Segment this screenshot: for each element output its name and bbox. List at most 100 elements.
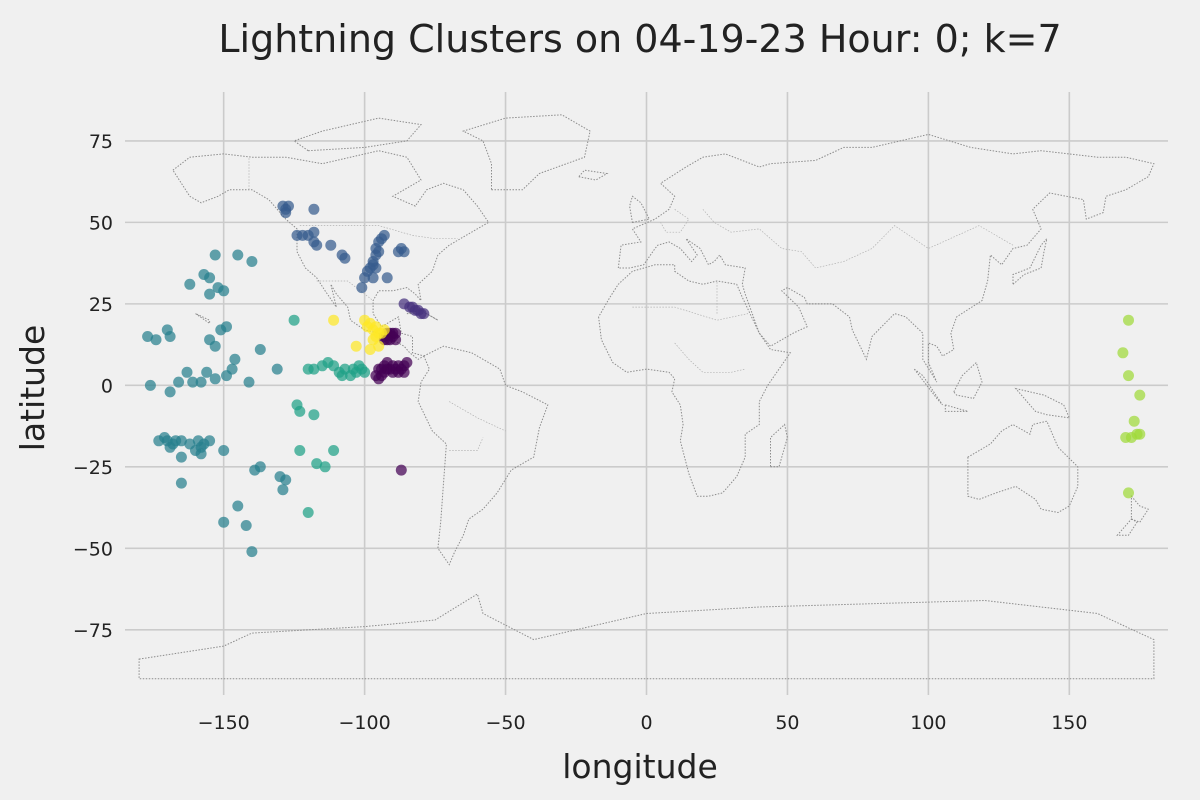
cluster-4-point	[311, 458, 323, 470]
cluster-3-point	[204, 288, 216, 300]
cluster-2-point	[339, 252, 351, 264]
cluster-0-point	[376, 370, 387, 382]
cluster-2-point	[311, 239, 323, 251]
country-border	[632, 306, 749, 321]
landmass-outline	[461, 114, 591, 191]
landmass-outline	[1130, 494, 1150, 523]
cluster-points	[142, 200, 1146, 558]
country-border	[449, 437, 484, 451]
cluster-4-point	[319, 461, 331, 473]
landmass-outline	[1014, 387, 1071, 419]
world-map-outline	[138, 114, 1155, 680]
cluster-3-point	[201, 366, 213, 378]
cluster-3-point	[209, 373, 221, 385]
cluster-3-point	[161, 324, 173, 336]
cluster-0-point	[387, 366, 399, 378]
country-border	[316, 280, 374, 301]
landmass-outline	[293, 117, 422, 152]
x-tick-label: 150	[1051, 712, 1087, 734]
landmass-outline	[617, 133, 1155, 383]
y-tick-label: 75	[89, 131, 113, 153]
cluster-7-point	[373, 340, 385, 352]
cluster-3-point	[150, 334, 162, 346]
cluster-3-point	[187, 376, 199, 388]
cluster-4-point	[308, 409, 320, 421]
cluster-6-point	[1117, 347, 1129, 359]
cluster-3-point	[226, 363, 238, 375]
cluster-3-point	[246, 256, 258, 267]
x-tick-label: 0	[640, 712, 652, 734]
cluster-7-point	[378, 324, 390, 336]
cluster-2-point	[381, 272, 393, 284]
cluster-3-point	[280, 474, 292, 486]
cluster-2-point	[367, 272, 379, 284]
country-border	[702, 209, 1014, 269]
cluster-6-point	[1123, 314, 1134, 326]
cluster-3-point	[218, 445, 230, 456]
cluster-3-point	[212, 282, 224, 294]
cluster-2-point	[370, 262, 382, 274]
cluster-2-point	[373, 246, 385, 258]
cluster-3-point	[229, 353, 241, 365]
cluster-0-point	[381, 357, 393, 368]
landmass-outline	[770, 423, 788, 468]
gridlines	[125, 92, 1168, 695]
landmass-outline	[172, 150, 490, 360]
cluster-4-point	[294, 445, 306, 456]
cluster-2-point	[395, 243, 407, 254]
cluster-0-point	[390, 327, 402, 339]
cluster-4-point	[288, 314, 300, 326]
cluster-2-point	[378, 229, 390, 241]
cluster-3-point	[181, 366, 193, 378]
cluster-3-point	[277, 484, 289, 496]
cluster-1-point	[418, 308, 430, 320]
y-tick-label: 0	[101, 375, 113, 397]
cluster-6-point	[1134, 389, 1146, 401]
x-tick-label: −50	[485, 712, 525, 734]
landmass-outline	[913, 368, 943, 406]
cluster-4-point	[359, 366, 371, 378]
cluster-3-point	[195, 448, 207, 460]
cluster-2-point	[325, 239, 337, 251]
cluster-3-point	[175, 451, 187, 463]
cluster-6-point	[1128, 415, 1140, 427]
cluster-4-point	[294, 405, 306, 417]
landmass-outline	[1012, 236, 1048, 286]
y-tick-labels: −75 −50 −25 0 25 50 75	[73, 131, 113, 642]
cluster-3-point	[142, 331, 154, 342]
x-tick-label: 100	[910, 712, 946, 734]
landmass-outline	[577, 169, 609, 181]
cluster-6-point	[1123, 487, 1134, 499]
cluster-7-point	[328, 314, 340, 326]
y-tick-label: −50	[73, 538, 113, 560]
landmass-outline	[598, 264, 792, 497]
cluster-3-point	[232, 500, 244, 512]
cluster-3-point	[164, 386, 176, 398]
y-tick-label: 25	[89, 294, 113, 316]
country-border	[299, 225, 458, 240]
cluster-2-point	[280, 207, 292, 219]
landmass-outline	[944, 404, 969, 412]
y-tick-label: −25	[73, 457, 113, 479]
x-tick-label: −150	[198, 712, 250, 734]
landmass-outline	[138, 593, 1155, 680]
cluster-3-point	[246, 546, 258, 558]
cluster-4-point	[336, 370, 348, 382]
cluster-6-point	[1125, 432, 1137, 443]
cluster-0-point	[401, 357, 413, 368]
cluster-2-point	[308, 226, 320, 238]
cluster-3-point	[153, 435, 165, 447]
y-tick-label: −75	[73, 620, 113, 642]
cluster-3-point	[144, 379, 156, 391]
landmass-outline	[417, 345, 549, 566]
cluster-3-point	[254, 344, 266, 355]
cluster-3-point	[271, 363, 283, 375]
cluster-7-point	[350, 340, 362, 352]
x-axis-label: longitude	[562, 747, 718, 786]
cluster-3-point	[240, 520, 252, 531]
cluster-4-point	[308, 363, 320, 375]
cluster-3-point	[218, 516, 230, 528]
cluster-3-point	[221, 321, 232, 333]
cluster-3-point	[209, 249, 221, 261]
